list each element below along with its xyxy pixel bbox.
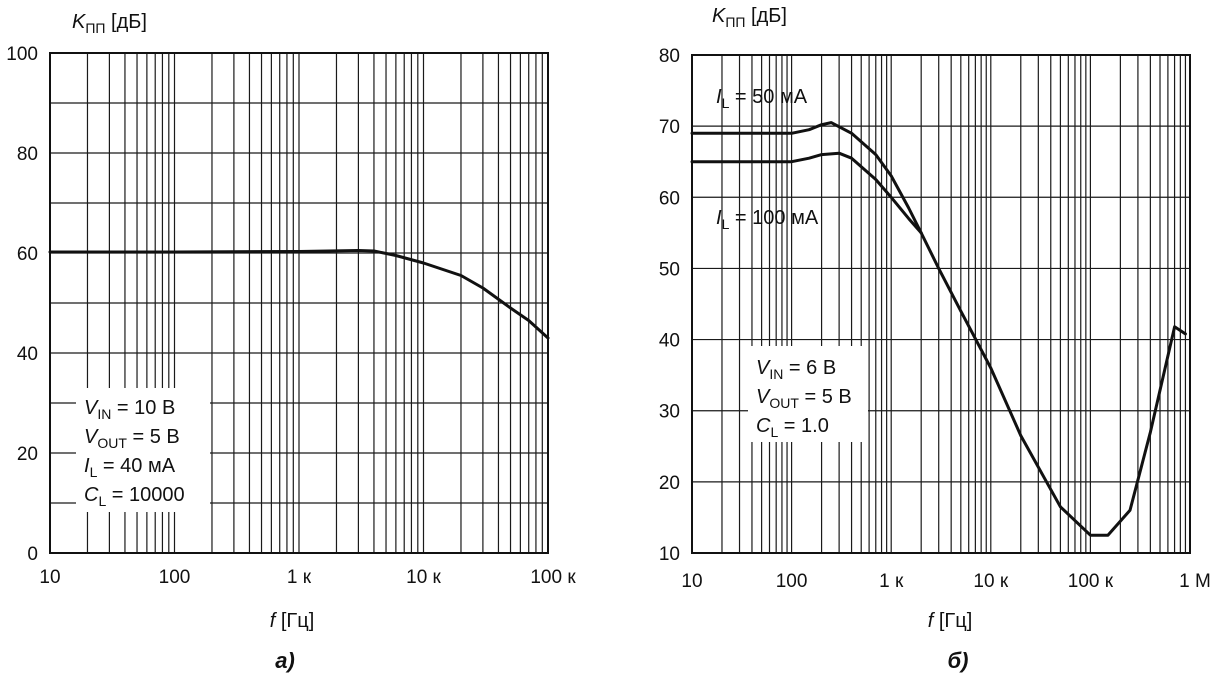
y-tick-label: 30 xyxy=(659,402,680,423)
x-tick-label: 10 к xyxy=(973,571,1008,592)
annotation-line: VOUT = 5 В xyxy=(756,386,852,411)
annotation-line: IL = 40 мА xyxy=(84,455,176,480)
chart-2: IL = 50 мА IL = 100 мА 10 20 30 40 50 60 70 80 10 1… xyxy=(659,5,1211,673)
x-axis-label: f [Гц] xyxy=(270,610,315,632)
series-line-2 xyxy=(690,151,923,235)
y-tick-label: 70 xyxy=(659,117,680,138)
plot-frame xyxy=(49,52,549,554)
x-tick-label: 1 к xyxy=(287,567,312,588)
annotation-background xyxy=(76,388,210,512)
annotation-line: VIN = 10 В xyxy=(84,397,175,422)
series-label-2: IL = 100 мА xyxy=(716,207,819,232)
chart-1: 0 20 40 60 80 100 10 100 1 к 10 к 100 к KПП [дБ] f [… xyxy=(6,11,576,673)
y-tick-label: 20 xyxy=(659,473,680,494)
x-tick-label: 100 к xyxy=(1068,571,1114,592)
y-tick-label: 50 xyxy=(659,259,680,280)
y-tick-label: 100 xyxy=(6,44,38,65)
y-tick-label: 10 xyxy=(659,544,680,565)
y-tick-label: 0 xyxy=(27,544,38,565)
series-label-1: IL = 50 мА xyxy=(716,86,808,111)
x-tick-label: 10 к xyxy=(406,567,441,588)
x-tick-label: 100 xyxy=(159,567,191,588)
x-tick-label: 1 к xyxy=(879,571,904,592)
x-tick-label: 100 xyxy=(776,571,808,592)
annotation-line: VOUT = 5 В xyxy=(84,426,180,451)
annotation-background xyxy=(748,346,868,442)
y-tick-label: 60 xyxy=(17,244,38,265)
grid xyxy=(50,53,548,553)
grid xyxy=(692,55,1190,553)
y-tick-label: 80 xyxy=(17,144,38,165)
series-line-1 xyxy=(48,249,550,340)
plot-frame xyxy=(691,54,1191,554)
annotation-line: CL = 1.0 xyxy=(756,415,829,440)
y-tick-label: 40 xyxy=(17,344,38,365)
x-tick-label: 1 М xyxy=(1179,571,1211,592)
x-tick-label: 100 к xyxy=(530,567,576,588)
series-line-1 xyxy=(690,121,1187,537)
y-axis-label: KПП [дБ] xyxy=(72,11,147,36)
y-tick-label: 20 xyxy=(17,444,38,465)
annotation-line: VIN = 6 В xyxy=(756,357,836,382)
x-tick-label: 10 xyxy=(39,567,60,588)
chart-caption: б) xyxy=(948,648,969,673)
x-tick-label: 10 xyxy=(681,571,702,592)
y-tick-label: 80 xyxy=(659,46,680,67)
y-tick-label: 40 xyxy=(659,331,680,352)
chart-caption: а) xyxy=(275,648,295,673)
y-tick-label: 60 xyxy=(659,188,680,209)
x-axis-label: f [Гц] xyxy=(928,610,973,632)
y-axis-label: KПП [дБ] xyxy=(712,5,787,30)
annotation-line: CL = 10000 xyxy=(84,484,185,509)
